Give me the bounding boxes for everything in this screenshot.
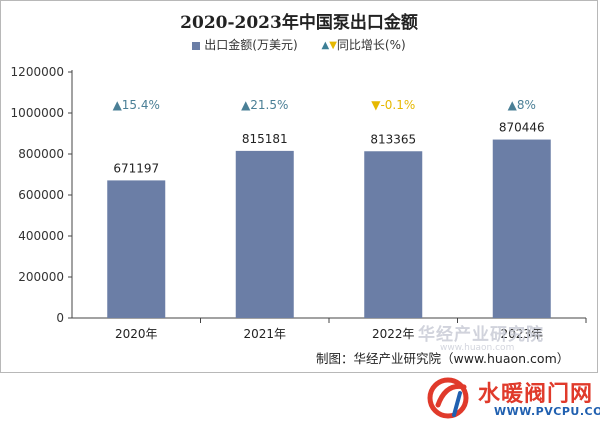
x-tick-label: 2021年 — [243, 327, 286, 341]
chart-legend: 出口金额(万美元) ▲▼同比增长(%) — [0, 36, 598, 53]
logo-badge-icon — [427, 377, 469, 419]
site-logo: 水暖阀门网 WWW.PVCPU.COM — [422, 374, 600, 422]
bar — [235, 150, 294, 318]
y-tick-label: 800000 — [18, 147, 64, 161]
legend-item-amount: 出口金额(万美元) — [192, 38, 301, 52]
growth-label: ▲15.4% — [113, 98, 160, 112]
bar — [107, 180, 166, 318]
chart-title: 2020-2023年中国泵出口金额 — [180, 13, 418, 33]
watermark-text: 华经产业研究院 — [418, 325, 544, 345]
bar-value-label: 813365 — [370, 132, 416, 146]
legend-triangle-down-icon: ▼ — [329, 40, 337, 51]
bar-value-label: 815181 — [242, 132, 288, 146]
logo-url: WWW.PVCPU.COM — [494, 405, 600, 418]
y-tick-label: 200000 — [18, 270, 64, 284]
legend-item-growth: ▲▼同比增长(%) — [322, 38, 406, 52]
y-tick-label: 1200000 — [11, 65, 64, 79]
bar-value-label: 870446 — [499, 121, 545, 135]
growth-label: ▲8% — [508, 98, 536, 112]
bar — [364, 151, 423, 318]
y-tick-label: 1000000 — [11, 106, 64, 120]
watermark-url: www.huaon.com — [440, 343, 515, 353]
logo-text: 水暖阀门网 — [478, 382, 594, 407]
source-note: 制图：华经产业研究院（www.huaon.com） — [316, 351, 570, 366]
legend-swatch-bar — [192, 41, 201, 50]
x-tick-label: 2023年 — [500, 327, 543, 341]
bar — [492, 139, 551, 318]
y-tick-label: 0 — [56, 311, 64, 325]
y-tick-label: 600000 — [18, 188, 64, 202]
bar-value-label: 671197 — [113, 161, 159, 175]
legend-triangle-up-icon: ▲ — [321, 40, 330, 51]
legend-label-growth: 同比增长(%) — [336, 38, 406, 52]
growth-label: ▲21.5% — [241, 98, 288, 112]
x-tick-label: 2020年 — [115, 327, 158, 341]
x-tick-label: 2022年 — [372, 327, 415, 341]
legend-label-amount: 出口金额(万美元) — [204, 38, 298, 52]
y-tick-label: 400000 — [18, 229, 64, 243]
growth-label: ▼-0.1% — [371, 98, 415, 112]
bar-chart: 0 200000 400000 600000 800000 1000000 1200000 6… — [11, 65, 587, 341]
